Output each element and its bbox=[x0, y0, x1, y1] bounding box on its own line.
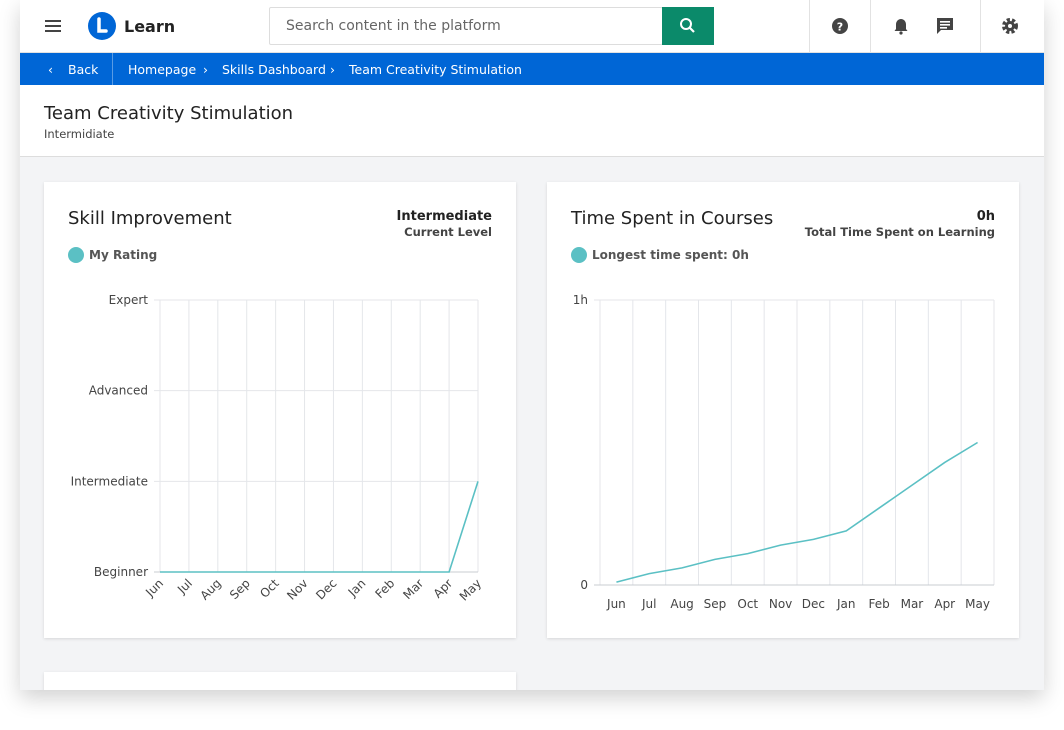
menu-icon[interactable] bbox=[44, 17, 62, 35]
x-tick-label: Jan bbox=[345, 576, 369, 600]
help-icon[interactable]: ? bbox=[831, 17, 849, 35]
data-line bbox=[160, 481, 479, 573]
x-tick-label: Sep bbox=[704, 597, 727, 611]
breadcrumb-separator: › bbox=[203, 62, 208, 77]
back-arrow: ‹ bbox=[48, 62, 53, 77]
x-tick-label: Dec bbox=[313, 576, 339, 602]
stat-label: Current Level bbox=[404, 225, 492, 239]
chart-card: Skill Improvement Intermediate Current Lev… bbox=[44, 182, 516, 638]
x-tick-label: Dec bbox=[802, 597, 825, 611]
back-link[interactable]: Back bbox=[68, 62, 99, 77]
legend-label: My Rating bbox=[89, 248, 157, 262]
chart-card bbox=[44, 672, 516, 690]
legend-label: Longest time spent: 0h bbox=[592, 248, 749, 262]
stat-label: Total Time Spent on Learning bbox=[805, 225, 995, 239]
x-tick-label: Jun bbox=[142, 576, 166, 600]
title-bar: Team Creativity Stimulation Intermidiate bbox=[20, 85, 1044, 157]
chart-card: Time Spent in Courses 0h Total Time Spent … bbox=[547, 182, 1019, 638]
x-tick-label: Mar bbox=[400, 576, 426, 602]
x-tick-label: Sep bbox=[227, 576, 253, 602]
x-tick-label: Jul bbox=[641, 597, 656, 611]
y-tick-label: 0 bbox=[580, 578, 588, 592]
legend-marker bbox=[68, 247, 84, 263]
y-tick-label: Intermediate bbox=[71, 474, 148, 488]
x-tick-label: May bbox=[965, 597, 990, 611]
page-title: Team Creativity Stimulation bbox=[44, 103, 294, 124]
stat-value: Intermediate bbox=[397, 209, 493, 224]
y-tick-label: Expert bbox=[109, 293, 149, 307]
y-tick-label: Beginner bbox=[94, 565, 148, 579]
settings-icon[interactable] bbox=[1001, 17, 1019, 35]
breadcrumb: ‹ Back Homepage › Skills Dashboard › Tea… bbox=[20, 53, 1044, 85]
x-tick-label: Mar bbox=[901, 597, 924, 611]
breadcrumb-separator: › bbox=[330, 62, 335, 77]
breadcrumb-link[interactable]: Skills Dashboard bbox=[222, 62, 326, 77]
x-tick-label: Apr bbox=[934, 597, 955, 611]
data-line bbox=[616, 441, 978, 583]
x-tick-label: Feb bbox=[372, 576, 397, 601]
x-tick-label: Nov bbox=[769, 597, 792, 611]
x-tick-label: May bbox=[457, 576, 484, 603]
x-tick-label: Jun bbox=[606, 597, 626, 611]
page-subtitle: Intermidiate bbox=[44, 127, 115, 141]
top-bar: Learn Search content in the platform ? bbox=[20, 0, 1044, 53]
search-input[interactable]: Search content in the platform bbox=[269, 7, 663, 45]
legend-marker bbox=[571, 247, 587, 263]
y-tick-label: Advanced bbox=[89, 384, 148, 398]
x-tick-label: Feb bbox=[868, 597, 889, 611]
x-tick-label: Apr bbox=[431, 576, 456, 601]
breadcrumb-current: Team Creativity Stimulation bbox=[349, 62, 522, 77]
x-tick-label: Oct bbox=[257, 576, 282, 601]
messages-icon[interactable] bbox=[936, 17, 954, 35]
y-tick-label: 1h bbox=[573, 293, 588, 307]
logo bbox=[88, 12, 116, 40]
search-button[interactable] bbox=[662, 7, 714, 45]
x-tick-label: Jul bbox=[174, 576, 195, 597]
notifications-icon[interactable] bbox=[892, 17, 910, 35]
stat-value: 0h bbox=[977, 209, 995, 224]
x-tick-label: Jan bbox=[836, 597, 856, 611]
x-tick-label: Aug bbox=[197, 576, 223, 602]
x-tick-label: Nov bbox=[284, 576, 310, 602]
x-tick-label: Oct bbox=[737, 597, 758, 611]
x-tick-label: Aug bbox=[670, 597, 693, 611]
app-name: Learn bbox=[124, 17, 176, 36]
chart-title: Skill Improvement bbox=[68, 208, 232, 229]
svg-text:?: ? bbox=[837, 21, 843, 34]
chart-title: Time Spent in Courses bbox=[570, 208, 773, 229]
app: Learn Search content in the platform ? ‹… bbox=[20, 0, 1044, 690]
breadcrumb-link[interactable]: Homepage bbox=[128, 62, 197, 77]
